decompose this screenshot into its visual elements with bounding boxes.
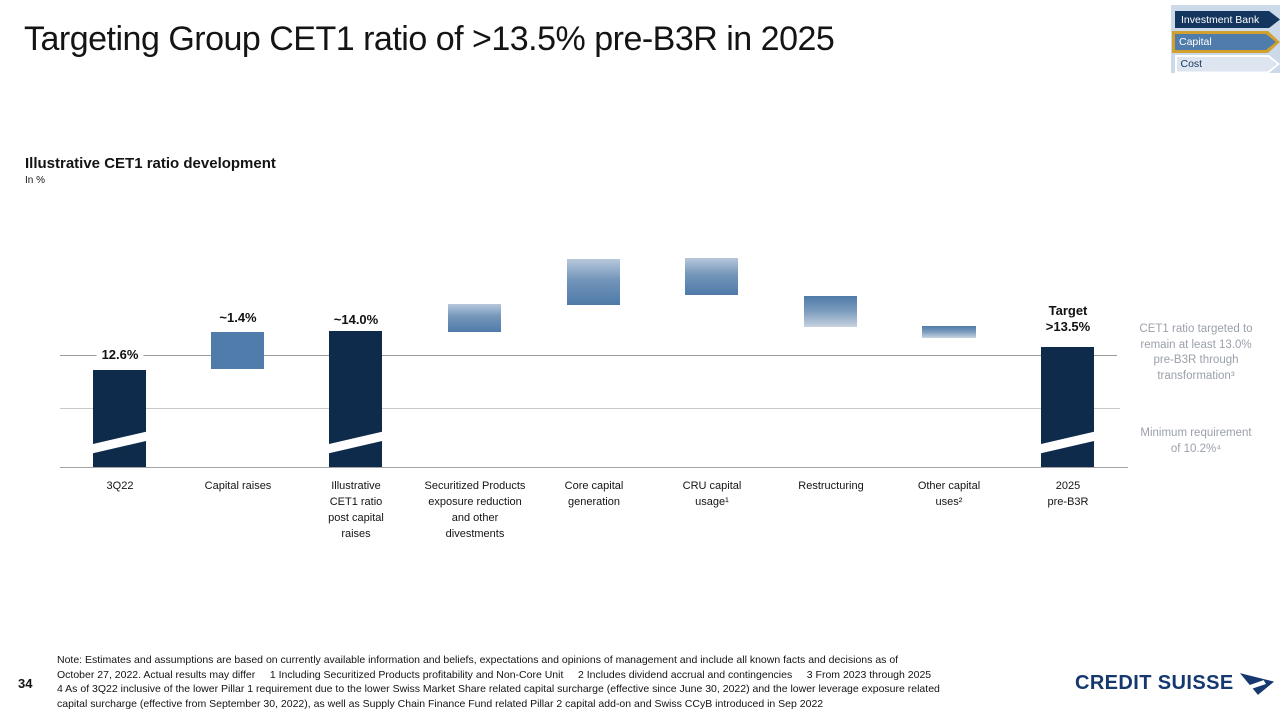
credit-suisse-wordmark: CREDIT SUISSE <box>1075 672 1234 694</box>
bar-capital-raises <box>211 332 264 369</box>
bar-cru-capital-usage <box>685 258 738 295</box>
tab-cost[interactable]: Cost <box>1175 55 1280 73</box>
category-label-restructuring: Restructuring <box>798 480 864 492</box>
axis-break-mark <box>1041 430 1094 455</box>
annotation-cet1-target-line: CET1 ratio targeted to remain at least 1… <box>1139 323 1253 382</box>
bar-securitized-products-reduction <box>448 304 501 332</box>
bar-3q22 <box>93 370 146 467</box>
tab-investment-bank[interactable]: Investment Bank <box>1175 11 1280 28</box>
axis-break-mark <box>93 430 146 455</box>
category-label-post-capital: Illustrative CET1 ratio post capital rai… <box>328 480 384 540</box>
category-label-3q22: 3Q22 <box>106 480 134 492</box>
value-label-3q22: 12.6% <box>96 347 144 363</box>
bar-2025-pre-b3r <box>1041 347 1094 467</box>
tab-investment-bank-label: Investment Bank <box>1181 13 1260 26</box>
credit-suisse-sail-icon <box>1238 673 1274 695</box>
chart-unit-label: In % <box>25 175 46 186</box>
category-label-2025: 2025 pre-B3R <box>1047 480 1089 508</box>
category-label-capital-raises: Capital raises <box>204 480 272 492</box>
bar-restructuring <box>804 296 857 327</box>
reference-line-10-2-pct <box>60 408 1120 409</box>
footnote-line: 4 As of 3Q22 inclusive of the lower Pill… <box>57 683 940 695</box>
category-label-securitized: Securitized Products exposure reduction … <box>424 480 526 540</box>
value-label-post-capital: ~14.0% <box>333 312 379 327</box>
footnote-line: Note: Estimates and assumptions are base… <box>57 654 899 666</box>
page-number: 34 <box>18 676 33 691</box>
tab-cost-label: Cost <box>1180 58 1203 70</box>
bar-other-capital-uses <box>922 326 976 338</box>
tab-capital[interactable]: Capital <box>1172 31 1280 53</box>
tab-capital-label: Capital <box>1179 36 1212 48</box>
footnotes: Note: Estimates and assumptions are base… <box>57 653 1067 711</box>
x-axis-line <box>60 467 1128 468</box>
credit-suisse-logo: CREDIT SUISSE <box>1075 671 1275 696</box>
footnote-line: October 27, 2022. Actual results may dif… <box>57 668 932 681</box>
tab-cost-inner: Cost <box>1177 57 1278 72</box>
axis-break-mark <box>329 430 382 455</box>
page-title: Targeting Group CET1 ratio of >13.5% pre… <box>24 20 835 58</box>
category-label-other-uses: Other capital uses² <box>917 480 981 508</box>
category-label-cru-usage: CRU capital usage¹ <box>682 480 742 508</box>
bar-core-capital-generation <box>567 259 620 305</box>
section-nav-panel: Investment Bank Capital Cost <box>1171 5 1280 73</box>
value-label-capital-raises: ~1.4% <box>219 310 257 325</box>
footnote-line: capital surcharge (effective from Septem… <box>57 697 824 710</box>
tab-capital-inner: Capital <box>1175 34 1276 50</box>
chart-title: Illustrative CET1 ratio development <box>25 155 276 172</box>
value-label-target: Target >13.5% <box>1045 303 1091 334</box>
bar-post-capital-raises <box>329 331 382 467</box>
category-label-core-capital: Core capital generation <box>564 480 624 508</box>
annotation-minimum-requirement: Minimum requirement of 10.2%⁴ <box>1140 427 1252 455</box>
reference-line-13-0-pct <box>60 355 1117 356</box>
